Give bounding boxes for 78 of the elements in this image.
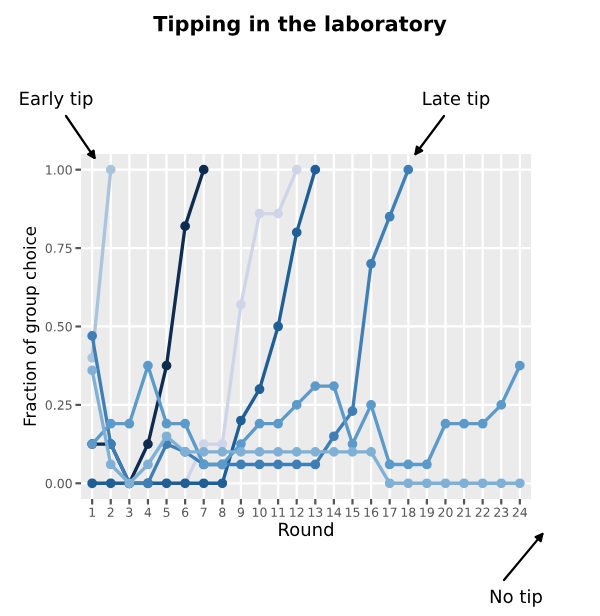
point	[422, 478, 432, 489]
point	[236, 439, 246, 449]
point	[329, 447, 339, 457]
point	[180, 221, 190, 231]
point	[254, 459, 265, 470]
point	[254, 418, 265, 429]
point	[254, 208, 265, 219]
point	[161, 360, 172, 371]
point	[180, 418, 190, 429]
point	[254, 384, 265, 395]
point	[310, 164, 321, 175]
point	[459, 478, 469, 489]
point	[403, 164, 414, 175]
point	[477, 478, 488, 489]
point	[291, 400, 302, 410]
point	[459, 418, 469, 429]
point	[217, 439, 228, 449]
point	[217, 447, 228, 457]
point	[236, 299, 246, 310]
point	[347, 406, 358, 417]
point	[403, 459, 414, 470]
point	[198, 447, 209, 457]
point	[384, 478, 395, 489]
point	[105, 418, 116, 429]
point	[310, 447, 321, 457]
point	[217, 478, 228, 489]
point	[347, 439, 358, 449]
point	[329, 431, 339, 442]
point	[366, 400, 376, 410]
point	[236, 447, 246, 457]
point	[366, 447, 376, 457]
point	[87, 331, 98, 341]
point	[403, 478, 414, 489]
point	[384, 211, 395, 222]
point	[366, 258, 376, 269]
text: Early tip	[20, 91, 93, 109]
point	[440, 478, 451, 489]
point	[514, 360, 525, 371]
point	[477, 418, 488, 429]
text: Late tip	[423, 91, 490, 109]
point	[347, 447, 358, 457]
text: No tip	[490, 589, 542, 607]
point	[422, 459, 432, 470]
point	[105, 459, 116, 470]
point	[496, 400, 507, 410]
point	[198, 164, 209, 175]
chart-title: Tipping in the laboratory	[153, 15, 447, 36]
point	[310, 381, 321, 391]
point	[161, 431, 172, 442]
point	[310, 459, 321, 470]
point	[161, 418, 172, 429]
y-axis-title: Fraction of group choice	[23, 226, 40, 426]
point	[198, 478, 209, 489]
point	[143, 439, 153, 449]
point	[514, 478, 525, 489]
point	[496, 478, 507, 489]
point	[273, 459, 283, 470]
point	[273, 418, 283, 429]
x-axis-title: Round	[279, 522, 333, 537]
point	[124, 418, 135, 429]
point	[291, 164, 302, 175]
point	[236, 415, 246, 426]
point	[198, 439, 209, 449]
point	[87, 365, 98, 376]
point	[273, 321, 283, 332]
point	[254, 447, 265, 457]
point	[143, 360, 153, 371]
point	[273, 208, 283, 219]
point	[291, 459, 302, 470]
point	[236, 459, 246, 470]
point	[329, 381, 339, 391]
point	[143, 459, 153, 470]
point	[291, 227, 302, 238]
point	[384, 459, 395, 470]
point	[105, 164, 116, 175]
point	[291, 447, 302, 457]
point	[440, 418, 451, 429]
point	[273, 447, 283, 457]
